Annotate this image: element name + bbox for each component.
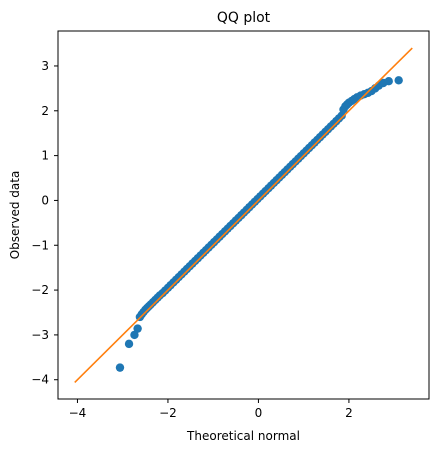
y-axis-ticks: −4 −3 −2 −1 0 1 2 3	[31, 59, 58, 387]
y-tick-label: 1	[41, 149, 49, 163]
qq-data-point	[115, 363, 125, 372]
chart-title: QQ plot	[217, 10, 271, 26]
y-tick-label: 0	[41, 193, 49, 207]
reference-line	[74, 47, 413, 383]
x-tick-label: −4	[69, 406, 87, 420]
x-tick-label: −2	[159, 406, 177, 420]
plot-area: −4 −2 0 2 −4 −3 −2 −1 0 1 2 3	[31, 30, 430, 420]
y-tick-label: −1	[31, 238, 49, 252]
x-tick-label: 2	[345, 406, 353, 420]
y-tick-label: 3	[41, 59, 49, 73]
qq-data-point	[130, 330, 139, 340]
qq-data-point	[124, 339, 134, 349]
y-tick-label: −3	[31, 328, 49, 342]
y-axis-label: Observed data	[8, 171, 22, 260]
x-axis-ticks: −4 −2 0 2	[69, 399, 353, 420]
y-tick-label: 2	[41, 104, 49, 118]
x-axis-label: Theoretical normal	[186, 429, 300, 443]
data-marks	[74, 47, 413, 383]
y-tick-label: −4	[31, 373, 49, 387]
qq-data-point	[394, 76, 403, 85]
x-tick-label: 0	[255, 406, 263, 420]
qq-data-point	[133, 324, 142, 333]
qq-data-point	[384, 77, 393, 86]
y-tick-label: −2	[31, 283, 49, 297]
